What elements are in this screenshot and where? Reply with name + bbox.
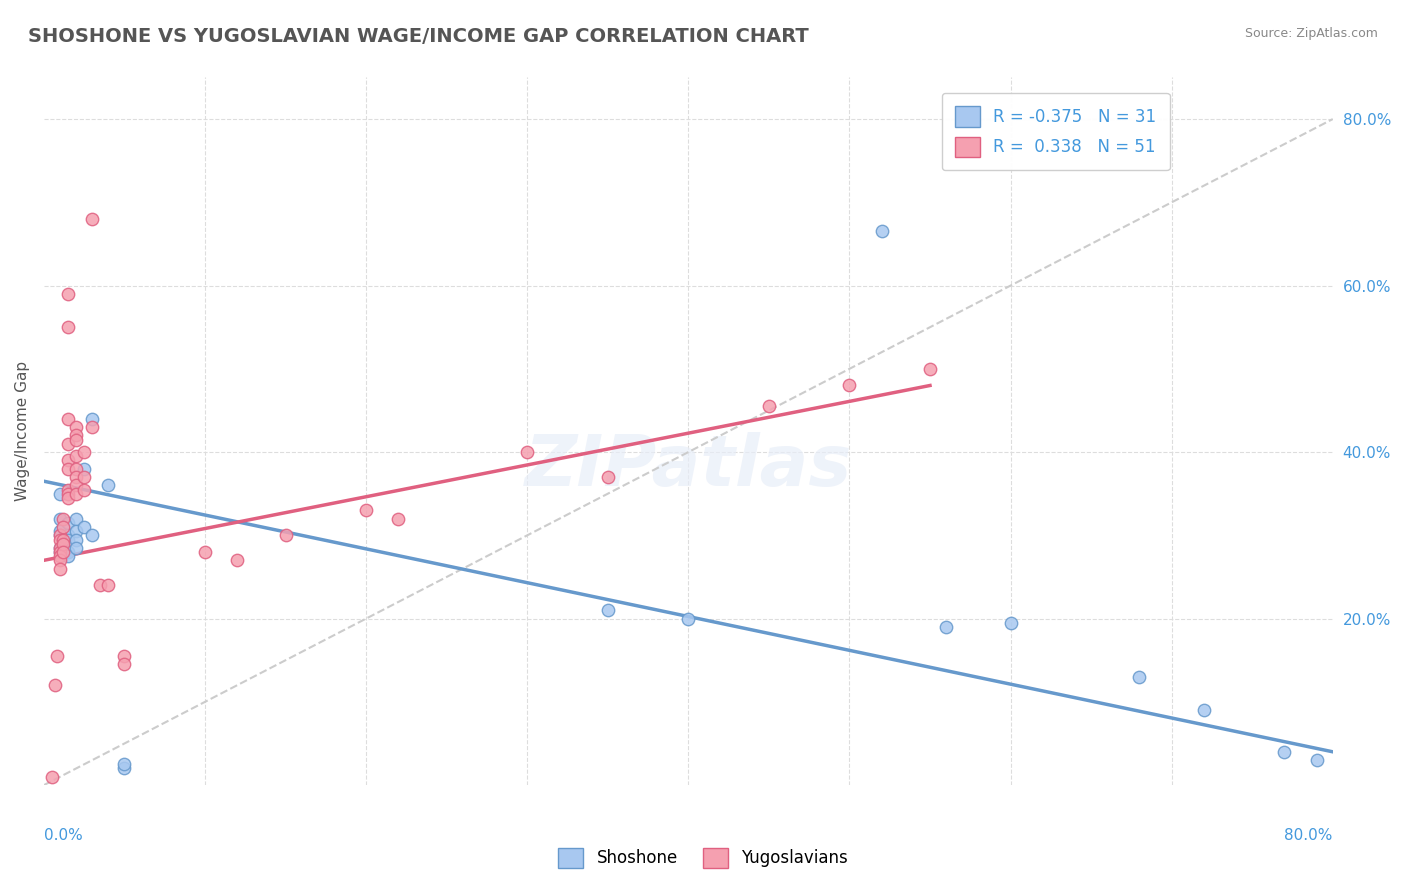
Point xyxy=(49,545,72,559)
Point xyxy=(56,516,79,530)
Point xyxy=(56,436,79,450)
Point xyxy=(56,549,79,563)
Point xyxy=(678,611,700,625)
Point xyxy=(1305,753,1327,767)
Point xyxy=(73,470,96,484)
Point xyxy=(354,503,377,517)
Point xyxy=(56,533,79,547)
Point xyxy=(89,578,111,592)
Point xyxy=(41,770,63,784)
Point xyxy=(65,433,87,447)
Point xyxy=(596,603,619,617)
Point xyxy=(65,428,87,442)
Point xyxy=(56,491,79,505)
Point xyxy=(114,757,136,772)
Point xyxy=(49,511,72,525)
Point xyxy=(65,533,87,547)
Point xyxy=(45,648,67,663)
Point xyxy=(73,483,96,497)
Point xyxy=(1128,670,1150,684)
Point xyxy=(65,470,87,484)
Point xyxy=(56,453,79,467)
Point xyxy=(65,449,87,463)
Text: 80.0%: 80.0% xyxy=(1285,828,1333,843)
Point xyxy=(52,545,75,559)
Point xyxy=(82,411,104,425)
Point xyxy=(49,549,72,563)
Point xyxy=(516,445,538,459)
Point xyxy=(56,461,79,475)
Point xyxy=(65,524,87,538)
Point xyxy=(97,578,120,592)
Point xyxy=(758,399,780,413)
Point xyxy=(870,224,893,238)
Point xyxy=(56,528,79,542)
Point xyxy=(49,545,72,559)
Point xyxy=(73,445,96,459)
Point xyxy=(65,486,87,500)
Point xyxy=(114,657,136,672)
Point xyxy=(49,528,72,542)
Point xyxy=(596,470,619,484)
Point xyxy=(52,536,75,550)
Point xyxy=(838,378,860,392)
Point xyxy=(114,762,136,776)
Point xyxy=(274,528,297,542)
Point xyxy=(52,533,75,547)
Point xyxy=(65,478,87,492)
Text: Source: ZipAtlas.com: Source: ZipAtlas.com xyxy=(1244,27,1378,40)
Point xyxy=(114,648,136,663)
Point xyxy=(65,541,87,555)
Point xyxy=(97,478,120,492)
Point xyxy=(82,211,104,226)
Legend: R = -0.375   N = 31, R =  0.338   N = 51: R = -0.375 N = 31, R = 0.338 N = 51 xyxy=(942,93,1170,170)
Point xyxy=(56,545,79,559)
Point xyxy=(49,533,72,547)
Point xyxy=(56,486,79,500)
Point xyxy=(226,553,249,567)
Point xyxy=(73,461,96,475)
Point xyxy=(1192,703,1215,717)
Point xyxy=(52,511,75,525)
Point xyxy=(935,620,957,634)
Text: 0.0%: 0.0% xyxy=(44,828,83,843)
Point xyxy=(49,561,72,575)
Point xyxy=(56,320,79,334)
Point xyxy=(52,520,75,534)
Point xyxy=(49,541,72,555)
Point xyxy=(49,524,72,538)
Legend: Shoshone, Yugoslavians: Shoshone, Yugoslavians xyxy=(551,841,855,875)
Point xyxy=(1000,615,1022,630)
Point xyxy=(65,511,87,525)
Point xyxy=(1274,745,1296,759)
Point xyxy=(918,361,941,376)
Point xyxy=(56,286,79,301)
Point xyxy=(49,541,72,555)
Point xyxy=(387,511,409,525)
Point xyxy=(82,528,104,542)
Point xyxy=(82,420,104,434)
Point xyxy=(73,520,96,534)
Point xyxy=(49,553,72,567)
Text: ZIPatlas: ZIPatlas xyxy=(524,432,852,501)
Point xyxy=(56,411,79,425)
Point xyxy=(44,678,66,692)
Point xyxy=(56,483,79,497)
Point xyxy=(49,528,72,542)
Point xyxy=(49,486,72,500)
Y-axis label: Wage/Income Gap: Wage/Income Gap xyxy=(15,361,30,501)
Point xyxy=(194,545,217,559)
Point xyxy=(65,420,87,434)
Text: SHOSHONE VS YUGOSLAVIAN WAGE/INCOME GAP CORRELATION CHART: SHOSHONE VS YUGOSLAVIAN WAGE/INCOME GAP … xyxy=(28,27,808,45)
Point xyxy=(65,461,87,475)
